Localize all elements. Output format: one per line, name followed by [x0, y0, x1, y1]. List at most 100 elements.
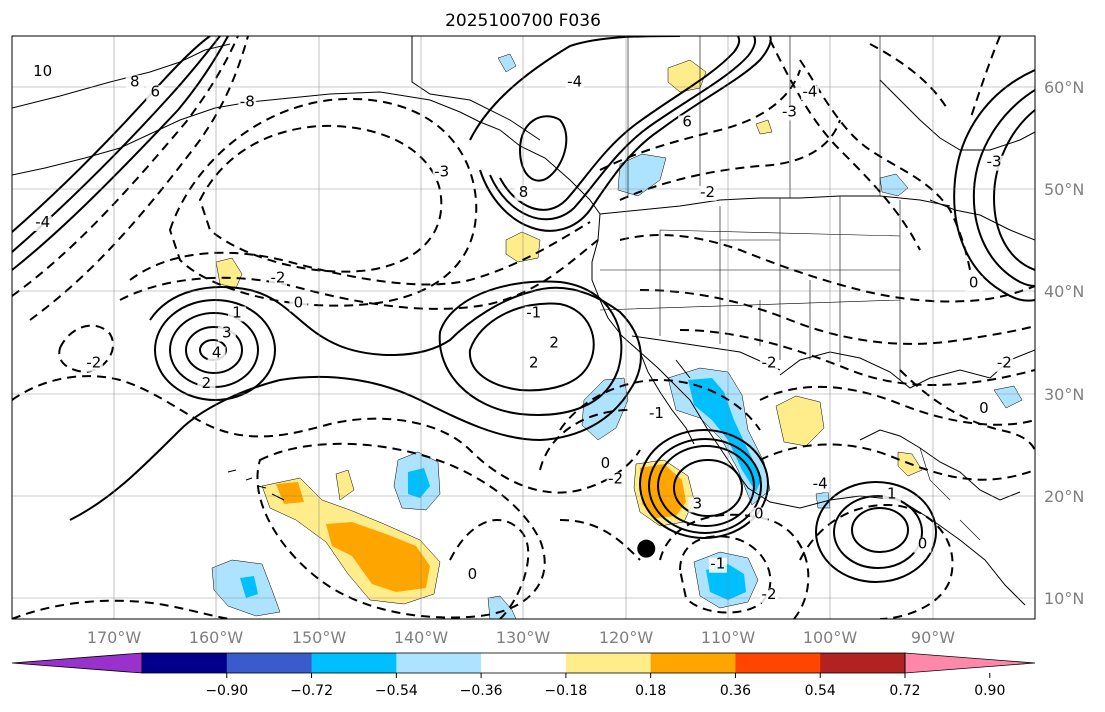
- colorbar-ticks: −0.90 −0.72 −0.54 −0.36 −0.18 0.18 0.36 0.54 0.7…: [205, 673, 1005, 699]
- contour-label: 3: [222, 324, 232, 342]
- contour-label: 2: [549, 334, 559, 352]
- contour-label-background: [524, 306, 543, 322]
- contour-dashed: [449, 519, 530, 619]
- colorbar-tick-label: 0.36: [720, 683, 751, 699]
- lat-tick-label: 20°N: [1044, 487, 1084, 506]
- contour-label: -4: [802, 82, 817, 100]
- contour-dashed: [619, 234, 1035, 303]
- contour-dashed: [12, 36, 239, 297]
- contour-label: -1: [649, 404, 664, 422]
- contour-dashed: [799, 504, 954, 619]
- colorbar-tick-label: 0.90: [974, 683, 1005, 699]
- contour-label-background: [913, 537, 932, 553]
- contour-label-background: [268, 271, 287, 287]
- contour-label: 8: [130, 72, 140, 90]
- contour-label: -8: [240, 92, 255, 110]
- lon-tick-label: 90°W: [911, 628, 955, 647]
- shade-light-blue: [815, 491, 831, 509]
- shaded-anomaly-regions: [211, 53, 1023, 619]
- contour-solid: [489, 36, 757, 221]
- contour-label-background: [800, 85, 819, 101]
- colorbar-segment: [650, 653, 736, 673]
- contour-label-background: [749, 507, 768, 523]
- colorbar-tick-label: −0.72: [290, 683, 333, 699]
- contour-label-background: [882, 487, 901, 503]
- colorbar-tick-label: −0.36: [460, 683, 503, 699]
- colorbar: −0.90 −0.72 −0.54 −0.36 −0.18 0.18 0.36 0.54 0.7…: [11, 652, 1036, 699]
- contour-solid: [154, 299, 276, 401]
- border-central-america: [919, 447, 981, 541]
- contour-dashed: [129, 221, 591, 286]
- contour-label-background: [760, 356, 779, 372]
- lon-tick-label: 150°W: [292, 628, 347, 647]
- contour-dashed: [198, 124, 443, 273]
- contour-label: -3: [782, 102, 797, 120]
- contour-label-background: [545, 336, 564, 352]
- contour-label-background: [217, 326, 236, 342]
- lon-tick-label: 120°W: [599, 628, 654, 647]
- contour-label-background: [146, 85, 165, 101]
- contour-label-background: [33, 65, 52, 81]
- contour-dashed: [58, 324, 115, 374]
- contour-label-background: [974, 401, 993, 417]
- colorbar-tick-label: −0.18: [544, 683, 587, 699]
- contour-solid: [992, 109, 1035, 271]
- contour-solid: [815, 481, 937, 583]
- contour-dashed: [899, 369, 1035, 451]
- contour-label: 6: [682, 112, 692, 130]
- map-frame: [11, 35, 1036, 620]
- contour-solid: [12, 36, 229, 271]
- shade-orange: [640, 464, 686, 518]
- shade-blue: [240, 576, 258, 598]
- marker-layer: [637, 539, 656, 558]
- contour-solid: [185, 326, 243, 374]
- contour-label-background: [596, 457, 615, 473]
- contour-dashed: [659, 513, 810, 619]
- map-title: 2025100700 F036: [445, 11, 601, 31]
- contour-label: 0: [468, 565, 478, 583]
- shade-light-yellow: [215, 257, 243, 289]
- colorbar-extend-high: [904, 652, 1036, 674]
- colorbar-tick-label: 0.18: [635, 683, 666, 699]
- dashed-contours: [12, 36, 1035, 619]
- contour-label-background: [524, 356, 543, 372]
- contour-solid: [499, 36, 741, 211]
- contour-solid: [972, 89, 1035, 287]
- contour-dashed: [559, 378, 761, 431]
- shade-blue: [408, 468, 430, 498]
- contour-label-background: [33, 215, 52, 231]
- contour-dashed: [599, 69, 841, 201]
- contour-label-background: [228, 306, 247, 322]
- state-borders: [599, 196, 901, 380]
- contour-label: -2: [608, 469, 623, 487]
- contour-label-background: [780, 105, 799, 121]
- contour-label: -3: [434, 163, 449, 181]
- contour-dashed: [12, 599, 231, 619]
- shade-light-yellow: [775, 395, 825, 447]
- contour-label-background: [432, 165, 451, 181]
- border-us-mexico: [631, 335, 781, 371]
- shade-light-yellow: [335, 469, 355, 501]
- lon-tick-label: 110°W: [701, 628, 756, 647]
- contour-solid: [953, 69, 1035, 302]
- contour-label-background: [238, 95, 257, 111]
- black-dot-marker: [637, 539, 656, 558]
- contour-label: 0: [969, 273, 979, 291]
- contour-label: 2: [529, 354, 539, 372]
- contour-label-background: [647, 406, 666, 422]
- contour-solid: [657, 445, 755, 527]
- contour-label-background: [811, 477, 830, 493]
- colorbar-segment: [226, 653, 313, 673]
- contour-label-background: [688, 497, 707, 513]
- colorbar-segment: [311, 653, 397, 673]
- colorbar-segment: [565, 653, 652, 673]
- contour-label-background: [995, 356, 1014, 372]
- contour-label: -2: [86, 354, 101, 372]
- lon-tick-label: 130°W: [496, 628, 551, 647]
- contour-dashed: [12, 375, 641, 494]
- contour-dashed: [168, 98, 478, 307]
- contour-solid: [851, 507, 909, 553]
- contour-label: 10: [33, 62, 52, 80]
- contour-dashed: [639, 289, 1035, 345]
